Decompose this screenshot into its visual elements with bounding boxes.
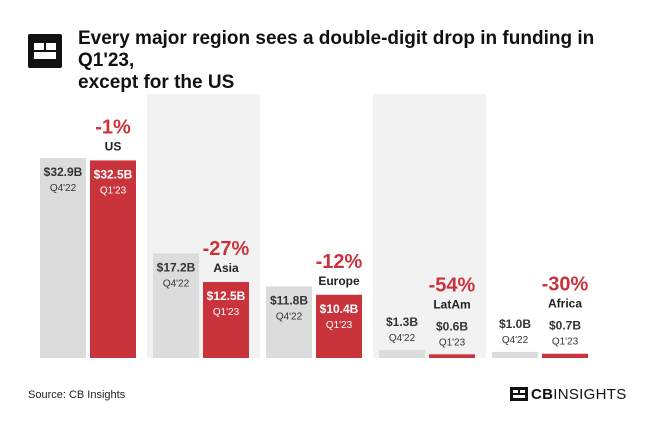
brand-text: CBINSIGHTS [531,386,627,403]
change-label-africa: -30% [542,274,589,296]
period-label-q1-asia: Q1'23 [213,307,240,318]
bar-q1-latam [429,354,475,358]
change-label-latam: -54% [429,274,476,296]
period-label-q4-us: Q4'22 [50,183,77,194]
region-label-europe: Europe [318,274,360,288]
bar-q1-europe [316,294,362,358]
period-label-q1-europe: Q1'23 [326,320,353,331]
period-label-q4-africa: Q4'22 [502,335,529,346]
chart-title-line-2: except for the US [78,72,235,93]
change-label-asia: -27% [203,238,250,260]
source-note: Source: CB Insights [28,389,126,401]
data-label-q4-latam: $1.3B [386,315,418,329]
region-label-africa: Africa [548,297,582,311]
bar-q4-africa [492,351,538,358]
brand-text-rest: INSIGHTS [553,385,627,403]
bar-q1-asia [203,282,249,358]
brand-logo: CBINSIGHTS [510,384,627,404]
change-label-us: -1% [95,116,131,138]
region-label-asia: Asia [213,261,239,275]
region-label-latam: LatAm [433,297,470,311]
bar-q4-latam [379,350,425,358]
data-label-q4-europe: $11.8B [270,293,308,307]
bar-q1-africa [542,353,588,358]
brand-mark-icon [510,387,528,401]
change-label-europe: -12% [316,251,363,273]
data-label-q4-asia: $17.2B [157,260,196,274]
cb-insights-logo-icon [28,34,62,68]
data-label-q1-europe: $10.4B [320,302,359,316]
period-label-q1-africa: Q1'23 [552,337,579,348]
data-label-q1-latam: $0.6B [436,319,468,333]
bar-q1-us [90,160,136,358]
chart-title: Every major region sees a double-digit d… [78,28,638,94]
period-label-q4-asia: Q4'22 [163,278,190,289]
data-label-q1-asia: $12.5B [207,289,246,303]
bar-q4-us [40,158,86,358]
chart-title-line-1: Every major region sees a double-digit d… [78,28,595,71]
bar-q4-asia [153,253,199,358]
region-band-latam [373,94,486,358]
data-label-q4-africa: $1.0B [499,317,531,331]
data-label-q1-africa: $0.7B [549,319,581,333]
brand-text-bold: CB [531,385,554,403]
region-label-us: US [105,139,122,153]
data-label-q1-us: $32.5B [94,167,133,181]
period-label-q4-europe: Q4'22 [276,311,303,322]
bar-q4-europe [266,286,312,358]
period-label-q1-latam: Q1'23 [439,337,466,348]
data-label-q4-us: $32.9B [44,165,83,179]
period-label-q1-us: Q1'23 [100,185,127,196]
period-label-q4-latam: Q4'22 [389,333,416,344]
